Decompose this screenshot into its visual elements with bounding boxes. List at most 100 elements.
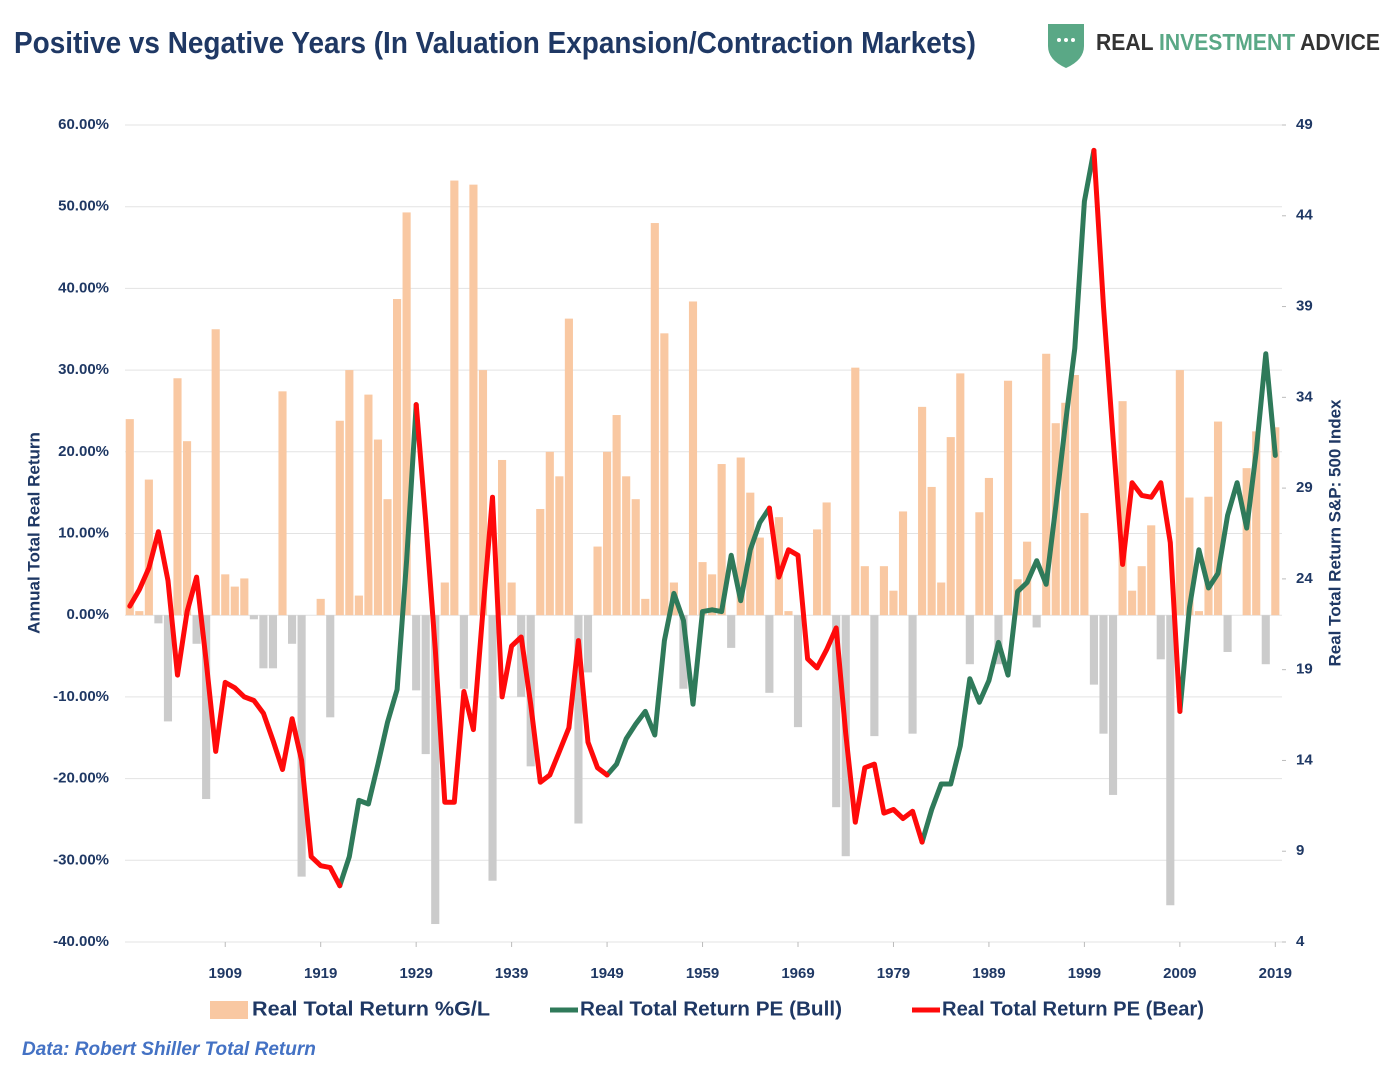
bar xyxy=(1252,431,1261,616)
bar xyxy=(1242,468,1251,616)
line xyxy=(127,147,1183,889)
bar xyxy=(335,420,344,616)
bar xyxy=(1042,353,1051,616)
bar xyxy=(1166,615,1175,906)
bar xyxy=(287,615,297,644)
bar xyxy=(898,511,908,616)
bar xyxy=(822,502,831,616)
y-tick-label: 30.00% xyxy=(58,361,109,378)
bar xyxy=(125,419,134,616)
bar xyxy=(555,476,564,616)
x-tick-label: 1929 xyxy=(399,965,432,982)
bar xyxy=(154,615,163,624)
bar xyxy=(736,457,745,616)
bar xyxy=(440,582,449,616)
bar xyxy=(364,394,373,616)
bar xyxy=(574,615,583,824)
y-tick-label: 10.00% xyxy=(58,524,109,541)
bar xyxy=(879,566,888,616)
bar xyxy=(1137,566,1146,616)
bar xyxy=(221,574,230,616)
y2-tick-label: 14 xyxy=(1296,751,1313,768)
bar xyxy=(851,367,860,616)
bar xyxy=(354,595,363,616)
bar xyxy=(373,439,383,616)
bar xyxy=(1070,375,1079,616)
bar xyxy=(622,476,631,616)
bar xyxy=(1261,615,1270,665)
bar xyxy=(297,615,306,877)
bar xyxy=(698,562,707,616)
x-tick-label: 1909 xyxy=(209,965,242,982)
y-tick-label: 60.00% xyxy=(58,116,109,133)
brand-part: INVESTMENT xyxy=(1159,29,1295,55)
y-tick-label: -20.00% xyxy=(53,770,109,787)
grid xyxy=(125,124,1282,943)
x-tick-label: 1949 xyxy=(590,965,623,982)
bar xyxy=(173,378,182,616)
bar xyxy=(1108,615,1118,795)
bar xyxy=(1204,496,1213,616)
bar xyxy=(163,615,173,722)
bar xyxy=(211,329,220,616)
y2-tick-label: 24 xyxy=(1296,570,1313,587)
bar xyxy=(421,615,430,755)
bar xyxy=(593,546,602,616)
bar xyxy=(1080,513,1089,616)
logo-shield xyxy=(1048,24,1084,68)
x-tick-label: 1959 xyxy=(686,965,719,982)
chart-title: Positive vs Negative Years (In Valuation… xyxy=(14,25,976,60)
bar xyxy=(984,477,993,616)
x-tick-label: 1979 xyxy=(877,965,910,982)
bar xyxy=(679,615,688,689)
bar xyxy=(345,370,354,616)
bar xyxy=(937,582,946,616)
x-tick-label: 1999 xyxy=(1068,965,1101,982)
bar xyxy=(469,184,478,616)
brand-text: REAL INVESTMENT ADVICE xyxy=(1096,29,1380,55)
bar xyxy=(478,370,488,616)
bar xyxy=(268,615,278,669)
bar xyxy=(402,212,411,616)
y2-axis-title: Real Total Return S&P: 500 Index xyxy=(1325,399,1344,667)
y-tick-label: 0.00% xyxy=(66,606,109,623)
bar xyxy=(688,301,698,616)
bar xyxy=(507,582,516,616)
y2-tick-label: 44 xyxy=(1296,207,1313,224)
bar xyxy=(192,615,201,644)
y-tick-label: 50.00% xyxy=(58,198,109,215)
legend-label: Real Total Return PE (Bull) xyxy=(580,998,842,1020)
bar xyxy=(631,499,640,616)
logo-dot xyxy=(1057,38,1061,42)
line xyxy=(337,147,1278,889)
bar xyxy=(927,486,936,616)
brand-part: REAL xyxy=(1096,29,1159,55)
bar xyxy=(259,615,268,669)
y2-tick-label: 4 xyxy=(1296,933,1305,950)
bar xyxy=(755,537,764,616)
bar xyxy=(1175,370,1184,616)
bar xyxy=(1032,615,1041,628)
bar xyxy=(1089,615,1099,685)
bar xyxy=(1213,421,1223,616)
y2-tick-label: 19 xyxy=(1296,661,1313,678)
bar xyxy=(1147,525,1156,616)
y-tick-label: -10.00% xyxy=(53,688,109,705)
logo-dot xyxy=(1071,38,1075,42)
y2-tick-label: 34 xyxy=(1296,388,1313,405)
bar xyxy=(1061,402,1070,616)
x-tick-label: 2019 xyxy=(1259,965,1292,982)
bar xyxy=(612,415,621,616)
bar xyxy=(1223,615,1232,652)
bar xyxy=(182,441,192,616)
bar xyxy=(144,479,153,616)
bar xyxy=(230,586,239,616)
y-tick-label: 40.00% xyxy=(58,279,109,296)
y2-tick-label: 9 xyxy=(1296,842,1304,859)
legend-label: Real Total Return %G/L xyxy=(252,998,490,1020)
y-tick-label: 20.00% xyxy=(58,443,109,460)
x-tick-label: 1989 xyxy=(972,965,1005,982)
logo-dot xyxy=(1064,38,1068,42)
y-tick-label: -30.00% xyxy=(53,851,109,868)
